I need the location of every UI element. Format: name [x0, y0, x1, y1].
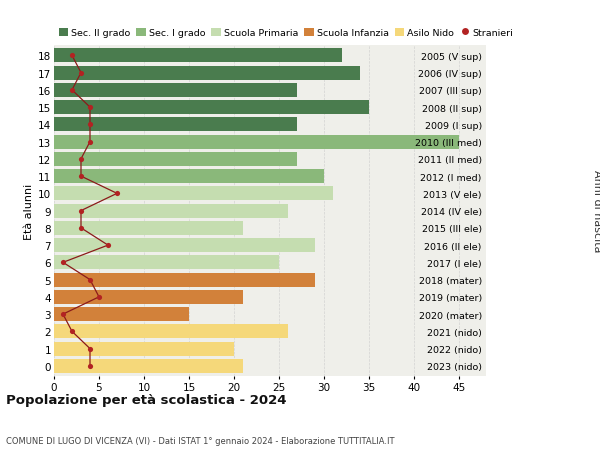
Y-axis label: Età alunni: Età alunni	[24, 183, 34, 239]
Bar	[54, 256, 279, 270]
Point	[67, 87, 77, 95]
Bar	[54, 187, 333, 201]
Legend: Sec. II grado, Sec. I grado, Scuola Primaria, Scuola Infanzia, Asilo Nido, Stran: Sec. II grado, Sec. I grado, Scuola Prim…	[59, 29, 514, 38]
Point	[85, 363, 95, 370]
Bar	[54, 325, 288, 339]
Point	[58, 259, 68, 266]
Bar	[54, 273, 315, 287]
Bar	[54, 221, 243, 235]
Point	[85, 121, 95, 129]
Point	[76, 156, 86, 163]
Point	[112, 190, 122, 197]
Point	[76, 173, 86, 180]
Text: Popolazione per età scolastica - 2024: Popolazione per età scolastica - 2024	[6, 393, 287, 406]
Bar	[54, 239, 315, 252]
Point	[76, 225, 86, 232]
Bar	[54, 101, 369, 115]
Bar	[54, 170, 324, 184]
Point	[94, 294, 104, 301]
Point	[76, 207, 86, 215]
Text: Anni di nascita: Anni di nascita	[592, 170, 600, 252]
Bar	[54, 67, 360, 80]
Text: COMUNE DI LUGO DI VICENZA (VI) - Dati ISTAT 1° gennaio 2024 - Elaborazione TUTTI: COMUNE DI LUGO DI VICENZA (VI) - Dati IS…	[6, 436, 395, 445]
Bar	[54, 135, 459, 149]
Bar	[54, 49, 342, 63]
Point	[67, 328, 77, 335]
Bar	[54, 84, 297, 98]
Bar	[54, 152, 297, 167]
Point	[85, 139, 95, 146]
Bar	[54, 290, 243, 304]
Point	[85, 345, 95, 353]
Point	[85, 276, 95, 284]
Bar	[54, 118, 297, 132]
Point	[67, 52, 77, 60]
Point	[85, 104, 95, 112]
Point	[103, 242, 113, 249]
Point	[76, 70, 86, 77]
Point	[58, 311, 68, 318]
Bar	[54, 204, 288, 218]
Bar	[54, 342, 234, 356]
Bar	[54, 308, 189, 321]
Bar	[54, 359, 243, 373]
